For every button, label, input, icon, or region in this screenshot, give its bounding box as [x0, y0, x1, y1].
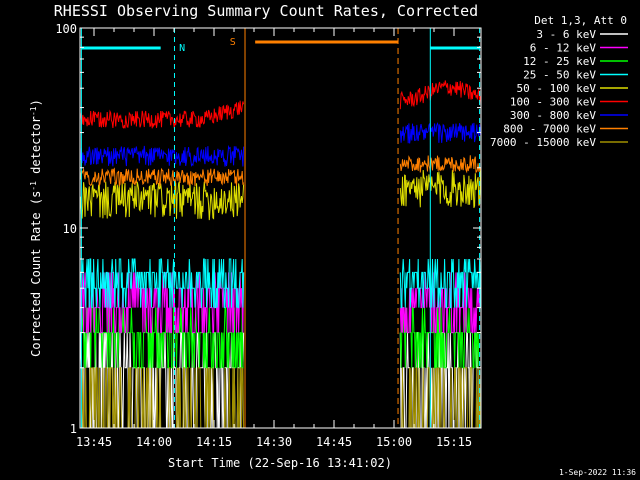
x-tick-label: 14:45 — [316, 435, 352, 449]
x-tick-label: 14:15 — [196, 435, 232, 449]
series-line — [79, 80, 482, 129]
x-axis-label: Start Time (22-Sep-16 13:41:02) — [168, 456, 392, 470]
legend-label: 800 - 7000 keV — [503, 123, 596, 136]
annotation-label-n: N — [179, 43, 185, 54]
legend-label: 50 - 100 keV — [517, 82, 597, 95]
series-line — [79, 122, 482, 167]
legend-label: 3 - 6 keV — [536, 28, 596, 41]
footer-timestamp: 1-Sep-2022 11:36 — [559, 468, 636, 477]
series-line — [79, 155, 482, 187]
x-tick-label: 14:30 — [256, 435, 292, 449]
y-tick-label-1: 1 — [70, 422, 77, 436]
legend-title: Det 1,3, Att 0 — [534, 14, 627, 27]
legend-label: 300 - 800 keV — [510, 109, 596, 122]
series-line — [79, 169, 482, 221]
x-tick-label: 15:15 — [436, 435, 472, 449]
x-tick-label: 14:00 — [136, 435, 172, 449]
x-tick-label: 13:45 — [76, 435, 112, 449]
tick-layer — [80, 28, 481, 429]
y-axis-label: Corrected Count Rate (s-1 detector-1) — [29, 99, 44, 357]
legend-label: 6 - 12 keV — [530, 42, 597, 55]
x-tick-labels: 13:45 14:00 14:15 14:30 14:45 15:00 15:15 — [76, 435, 472, 449]
y-tick-label-100: 100 — [55, 22, 77, 36]
legend-label: 100 - 300 keV — [510, 96, 596, 109]
legend-label: 7000 - 15000 keV — [490, 136, 596, 149]
legend-label: 12 - 25 keV — [523, 55, 596, 68]
legend-label: 25 - 50 keV — [523, 69, 596, 82]
series-line — [79, 258, 482, 309]
chart-title: RHESSI Observing Summary Count Rates, Co… — [54, 2, 478, 20]
y-tick-label-10: 10 — [63, 222, 77, 236]
x-tick-label: 15:00 — [376, 435, 412, 449]
annotation-label-s: S — [230, 37, 236, 48]
